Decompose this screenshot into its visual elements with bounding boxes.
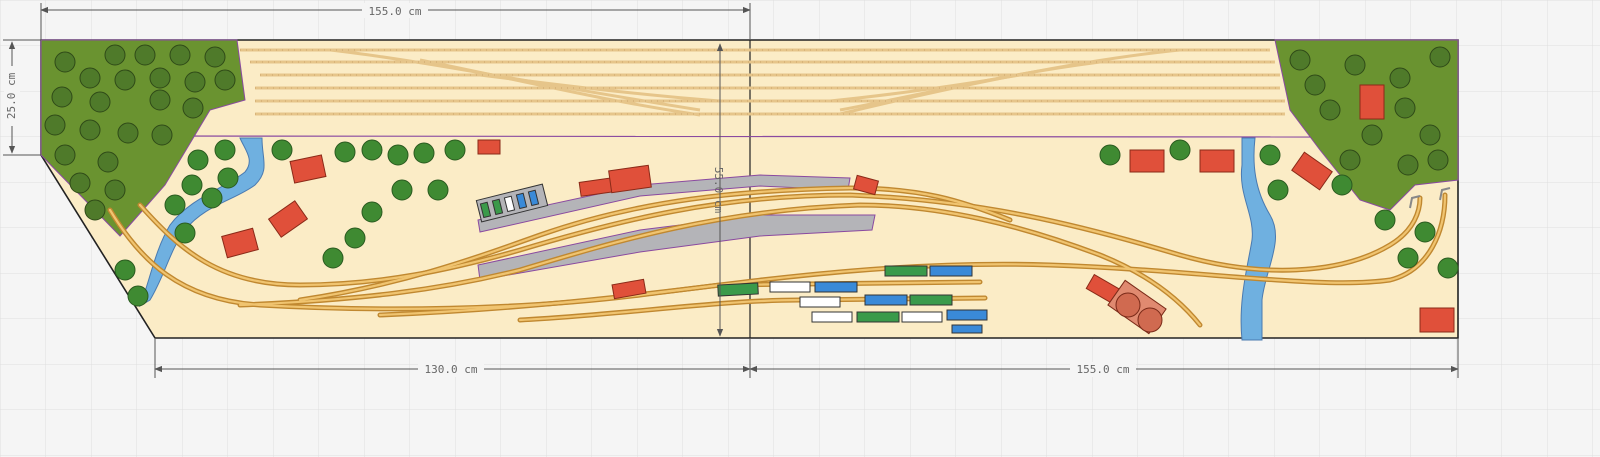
buffer-stop-group: [1409, 187, 1451, 209]
dimension-center-label: 55.0 cm: [712, 167, 725, 214]
label-bg-bottom-right: [1070, 362, 1136, 377]
dimension-lines: [3, 3, 1459, 378]
rolling-stock[interactable]: [717, 265, 988, 334]
label-bg-bottom-left: [418, 362, 484, 377]
dimension-bottom-right-label: 155.0 cm: [1077, 363, 1130, 376]
tree-icon-group: [44, 44, 1451, 221]
label-bg-left: [4, 66, 20, 126]
building-icon-group[interactable]: [221, 84, 1455, 333]
staging-yard-ties: [240, 49, 1285, 115]
tank-icon-group: [1107, 279, 1167, 335]
main-tracks-rails: [108, 186, 1447, 327]
river-right[interactable]: [1240, 137, 1276, 341]
dimension-bottom-left-label: 130.0 cm: [425, 363, 478, 376]
label-bg-top: [362, 3, 428, 18]
dimension-top-label: 155.0 cm: [369, 5, 422, 18]
tree-icon-scattered: [114, 139, 1459, 307]
staging-boundary: [139, 135, 1321, 138]
dimension-left-label: 25.0 cm: [5, 72, 18, 119]
parked-cars: [475, 183, 549, 223]
